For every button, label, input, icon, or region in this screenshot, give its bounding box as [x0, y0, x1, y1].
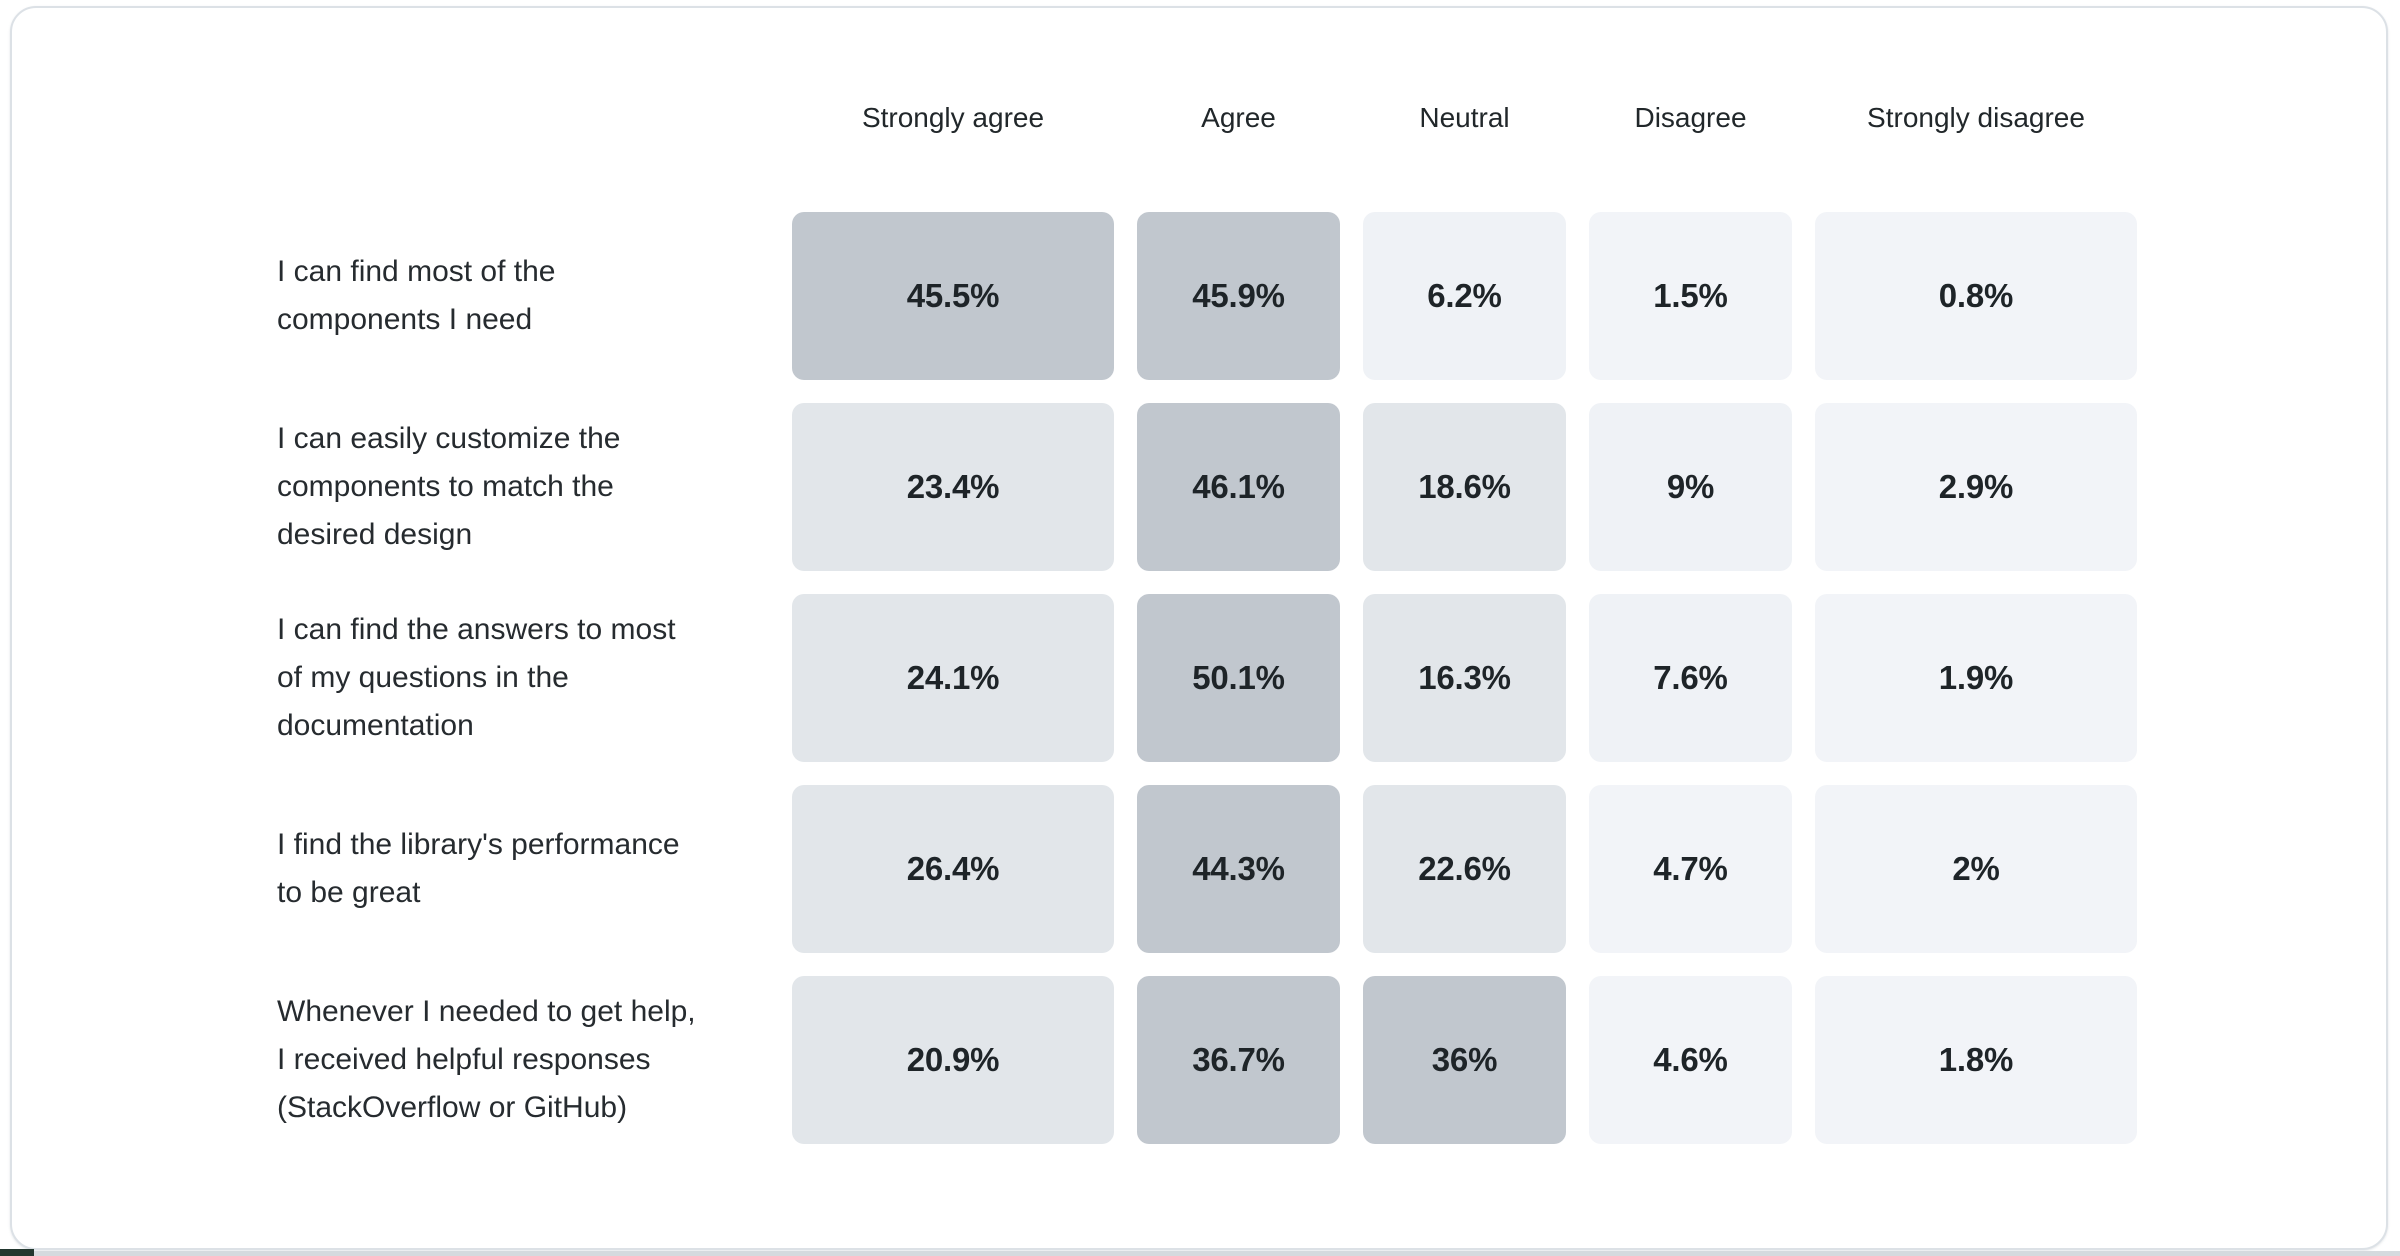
heatmap-cell: 6.2% — [1363, 212, 1566, 380]
heatmap-grid: Strongly agree Agree Neutral Disagree Strong… — [267, 88, 2137, 1144]
heatmap-cell: 20.9% — [792, 976, 1114, 1144]
row-label-line: I received helpful responses — [277, 1043, 651, 1076]
row-label-line: desired design — [277, 518, 473, 551]
row-label: I can easily customize the components to … — [267, 403, 769, 571]
heatmap-cell: 0.8% — [1815, 212, 2137, 380]
corner-cell — [267, 88, 769, 189]
survey-heatmap-card: Strongly agree Agree Neutral Disagree Strong… — [10, 6, 2388, 1250]
row-label-line: documentation — [277, 709, 474, 742]
heatmap-cell: 50.1% — [1137, 594, 1340, 762]
heatmap-cell: 45.9% — [1137, 212, 1340, 380]
row-label-line: I can easily customize the — [277, 422, 621, 455]
row-label-line: Whenever I needed to get help, — [277, 995, 696, 1028]
row-label-line: to be great — [277, 876, 421, 909]
heatmap-cell: 36% — [1363, 976, 1566, 1144]
column-header: Disagree — [1634, 102, 1747, 133]
heatmap-cell: 44.3% — [1137, 785, 1340, 953]
row-label-line: components to match the — [277, 470, 614, 503]
heatmap-cell: 1.8% — [1815, 976, 2137, 1144]
row-label-line: I can find the answers to most — [277, 613, 676, 646]
heatmap-cell: 1.9% — [1815, 594, 2137, 762]
heatmap-cell: 2.9% — [1815, 403, 2137, 571]
row-label: I can find the answers to most of my ques… — [267, 594, 769, 762]
heatmap-cell: 2% — [1815, 785, 2137, 953]
heatmap-cell: 18.6% — [1363, 403, 1566, 571]
row-label-line: (StackOverflow or GitHub) — [277, 1091, 628, 1124]
column-header: Strongly disagree — [1867, 102, 2085, 133]
column-header: Agree — [1201, 102, 1276, 133]
bottom-strip — [0, 1251, 2400, 1256]
row-label-line: of my questions in the — [277, 661, 569, 694]
row-label-line: I find the library's performance — [277, 828, 680, 861]
heatmap-cell: 45.5% — [792, 212, 1114, 380]
heatmap-cell: 36.7% — [1137, 976, 1340, 1144]
heatmap-cell: 16.3% — [1363, 594, 1566, 762]
heatmap-cell: 9% — [1589, 403, 1792, 571]
heatmap-cell: 7.6% — [1589, 594, 1792, 762]
heatmap-cell: 22.6% — [1363, 785, 1566, 953]
heatmap-cell: 46.1% — [1137, 403, 1340, 571]
row-label-line: I can find most of the — [277, 255, 556, 288]
row-label: Whenever I needed to get help, I received… — [267, 976, 769, 1144]
heatmap-cell: 4.6% — [1589, 976, 1792, 1144]
heatmap-cell: 23.4% — [792, 403, 1114, 571]
heatmap-cell: 1.5% — [1589, 212, 1792, 380]
column-header: Neutral — [1419, 102, 1510, 133]
heatmap-cell: 26.4% — [792, 785, 1114, 953]
column-header: Strongly agree — [861, 102, 1045, 133]
corner-notch — [0, 1249, 34, 1256]
heatmap-cell: 4.7% — [1589, 785, 1792, 953]
row-label-line: components I need — [277, 303, 533, 336]
heatmap-cell: 24.1% — [792, 594, 1114, 762]
row-label: I can find most of the components I need — [267, 212, 769, 380]
row-label: I find the library's performance to be gr… — [267, 785, 769, 953]
